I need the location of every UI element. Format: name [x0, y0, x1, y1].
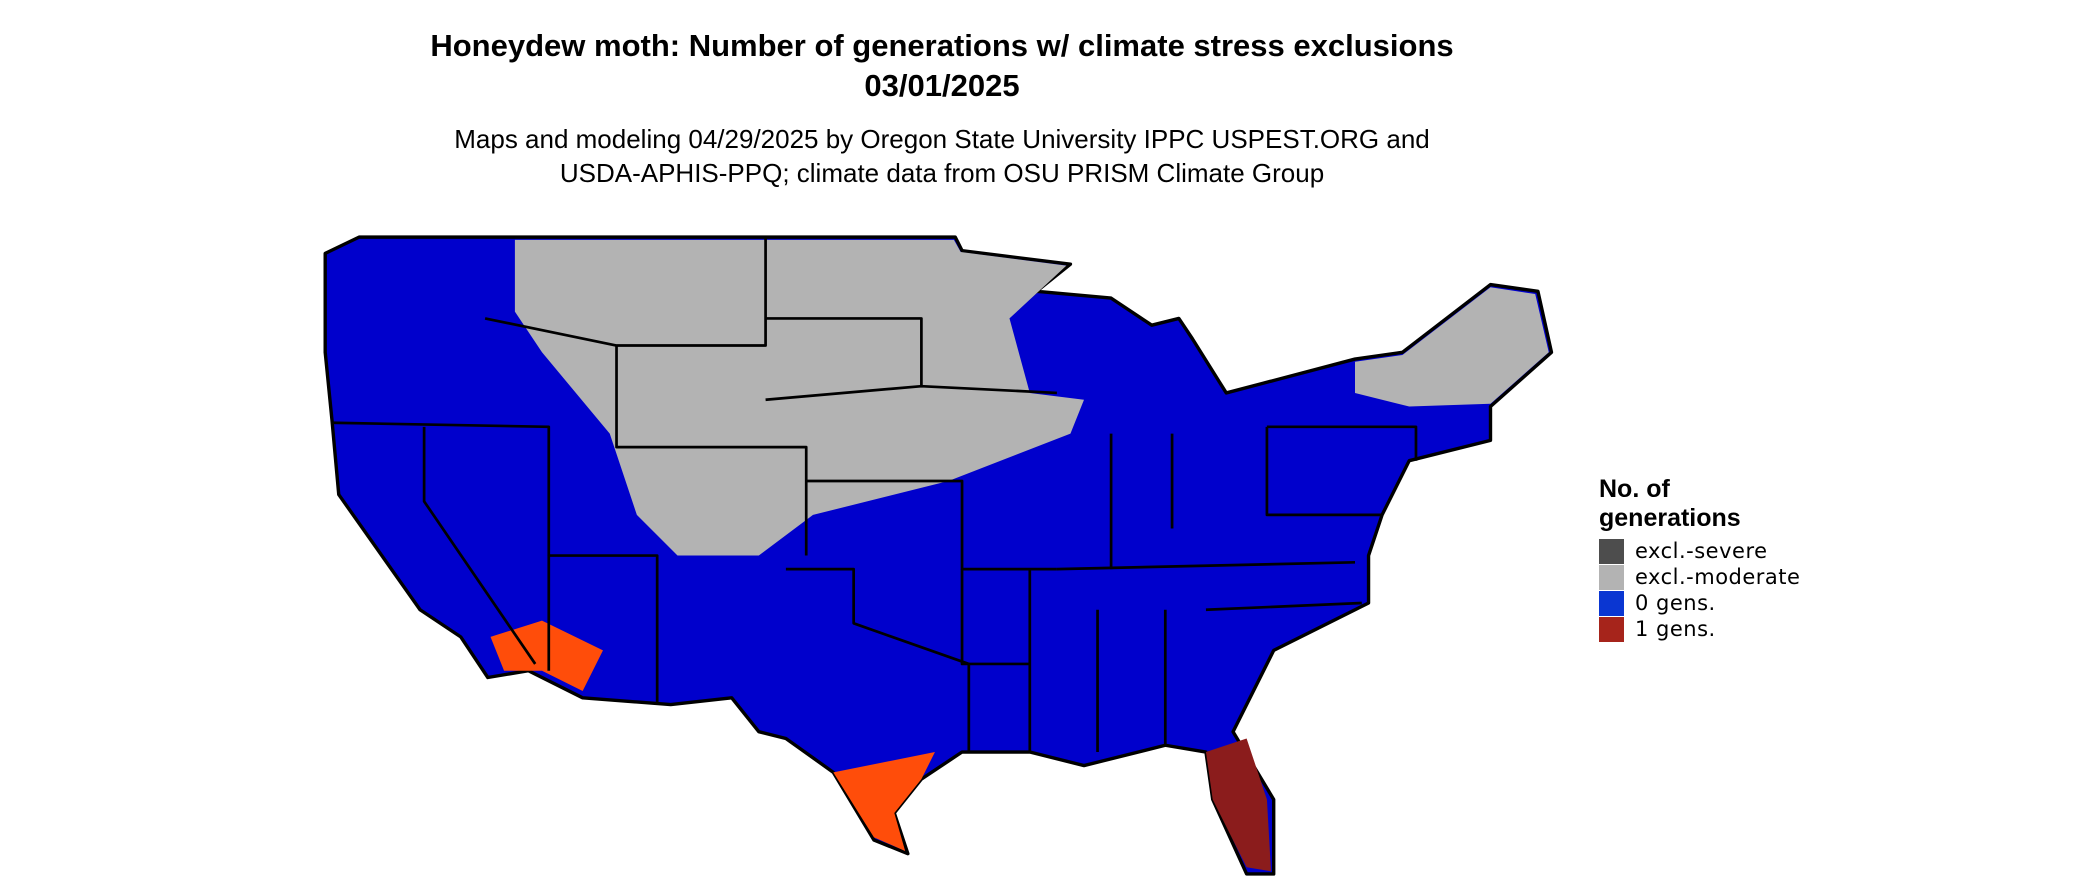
one-gen-region — [1205, 738, 1271, 872]
legend-label: 1 gens. — [1635, 617, 1716, 641]
legend-swatch — [1599, 565, 1624, 590]
subtitle: USDA-APHIS-PPQ; climate data from OSU PR… — [560, 158, 1324, 188]
state-borders — [331, 237, 1418, 753]
date: 03/01/2025 — [864, 68, 1019, 103]
legend-swatch — [1599, 617, 1624, 642]
legend-label: excl.-moderate — [1635, 565, 1800, 589]
one-gen-region — [833, 752, 935, 851]
legend-swatch — [1599, 591, 1624, 616]
title: Honeydew moth: Number of generations w/ … — [430, 28, 1453, 63]
legend-label: 0 gens. — [1635, 591, 1716, 615]
legend-title: generations — [1599, 504, 1741, 532]
legend-swatch — [1599, 539, 1624, 564]
legend-label: excl.-severe — [1635, 539, 1768, 563]
excl-moderate-region — [1355, 287, 1549, 407]
subtitle: Maps and modeling 04/29/2025 by Oregon S… — [454, 124, 1430, 154]
legend-title: No. of — [1599, 475, 1670, 503]
map — [323, 235, 1554, 876]
